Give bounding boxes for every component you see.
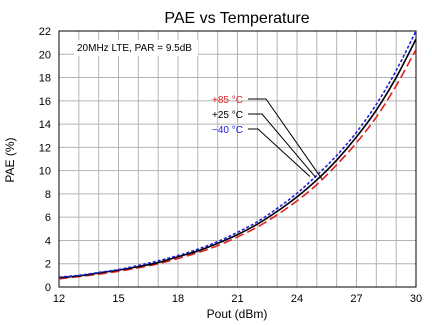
series-line-minus-40c [58,30,417,278]
x-tick-label: 24 [291,293,303,305]
x-tick-label: 21 [231,293,243,305]
legend-leader-line-plus-85c [248,98,323,180]
x-tick-label: 30 [410,293,422,305]
plot-frame [58,30,417,288]
x-tick-label: 12 [53,293,65,305]
legend-label-plus-25c: +25 °C [212,110,243,121]
grid-lines [59,31,416,287]
y-tick-label: 22 [39,26,51,38]
legend-label-minus-40c: −40 °C [212,125,243,136]
y-tick-label: 16 [39,96,51,108]
y-tick-label: 14 [39,119,51,131]
x-tick-labels: 12 15 18 21 24 27 30 [53,293,422,305]
series-line-plus-85c [58,49,417,280]
x-tick-label: 27 [350,293,362,305]
annotation-background [74,40,198,56]
y-tick-label: 12 [39,142,51,154]
y-tick-label: 6 [45,212,51,224]
legend-label-plus-85c: +85 °C [212,95,243,106]
y-tick-labels: 0 2 4 6 8 10 12 14 16 18 20 22 [39,26,51,294]
y-tick-label: 4 [45,235,51,247]
legend-leader-line-minus-40c [248,128,311,177]
y-tick-label: 2 [45,259,51,271]
y-tick-label: 0 [45,282,51,294]
y-tick-label: 10 [39,166,51,178]
y-tick-label: 20 [39,49,51,61]
series-lines [58,30,417,280]
series-line-plus-25c [58,38,417,279]
legend-leader-line-plus-25c [248,113,317,178]
x-axis-label: Pout (dBm) [207,307,268,321]
chart-title: PAE vs Temperature [164,10,309,27]
y-tick-label: 18 [39,73,51,85]
y-tick-label: 8 [45,189,51,201]
y-axis-label: PAE (%) [3,137,17,182]
x-tick-label: 18 [172,293,184,305]
legend: +85 °C +25 °C −40 °C [212,95,323,180]
chart-annotation: 20MHz LTE, PAR = 9.5dB [77,43,192,54]
x-tick-label: 15 [112,293,124,305]
